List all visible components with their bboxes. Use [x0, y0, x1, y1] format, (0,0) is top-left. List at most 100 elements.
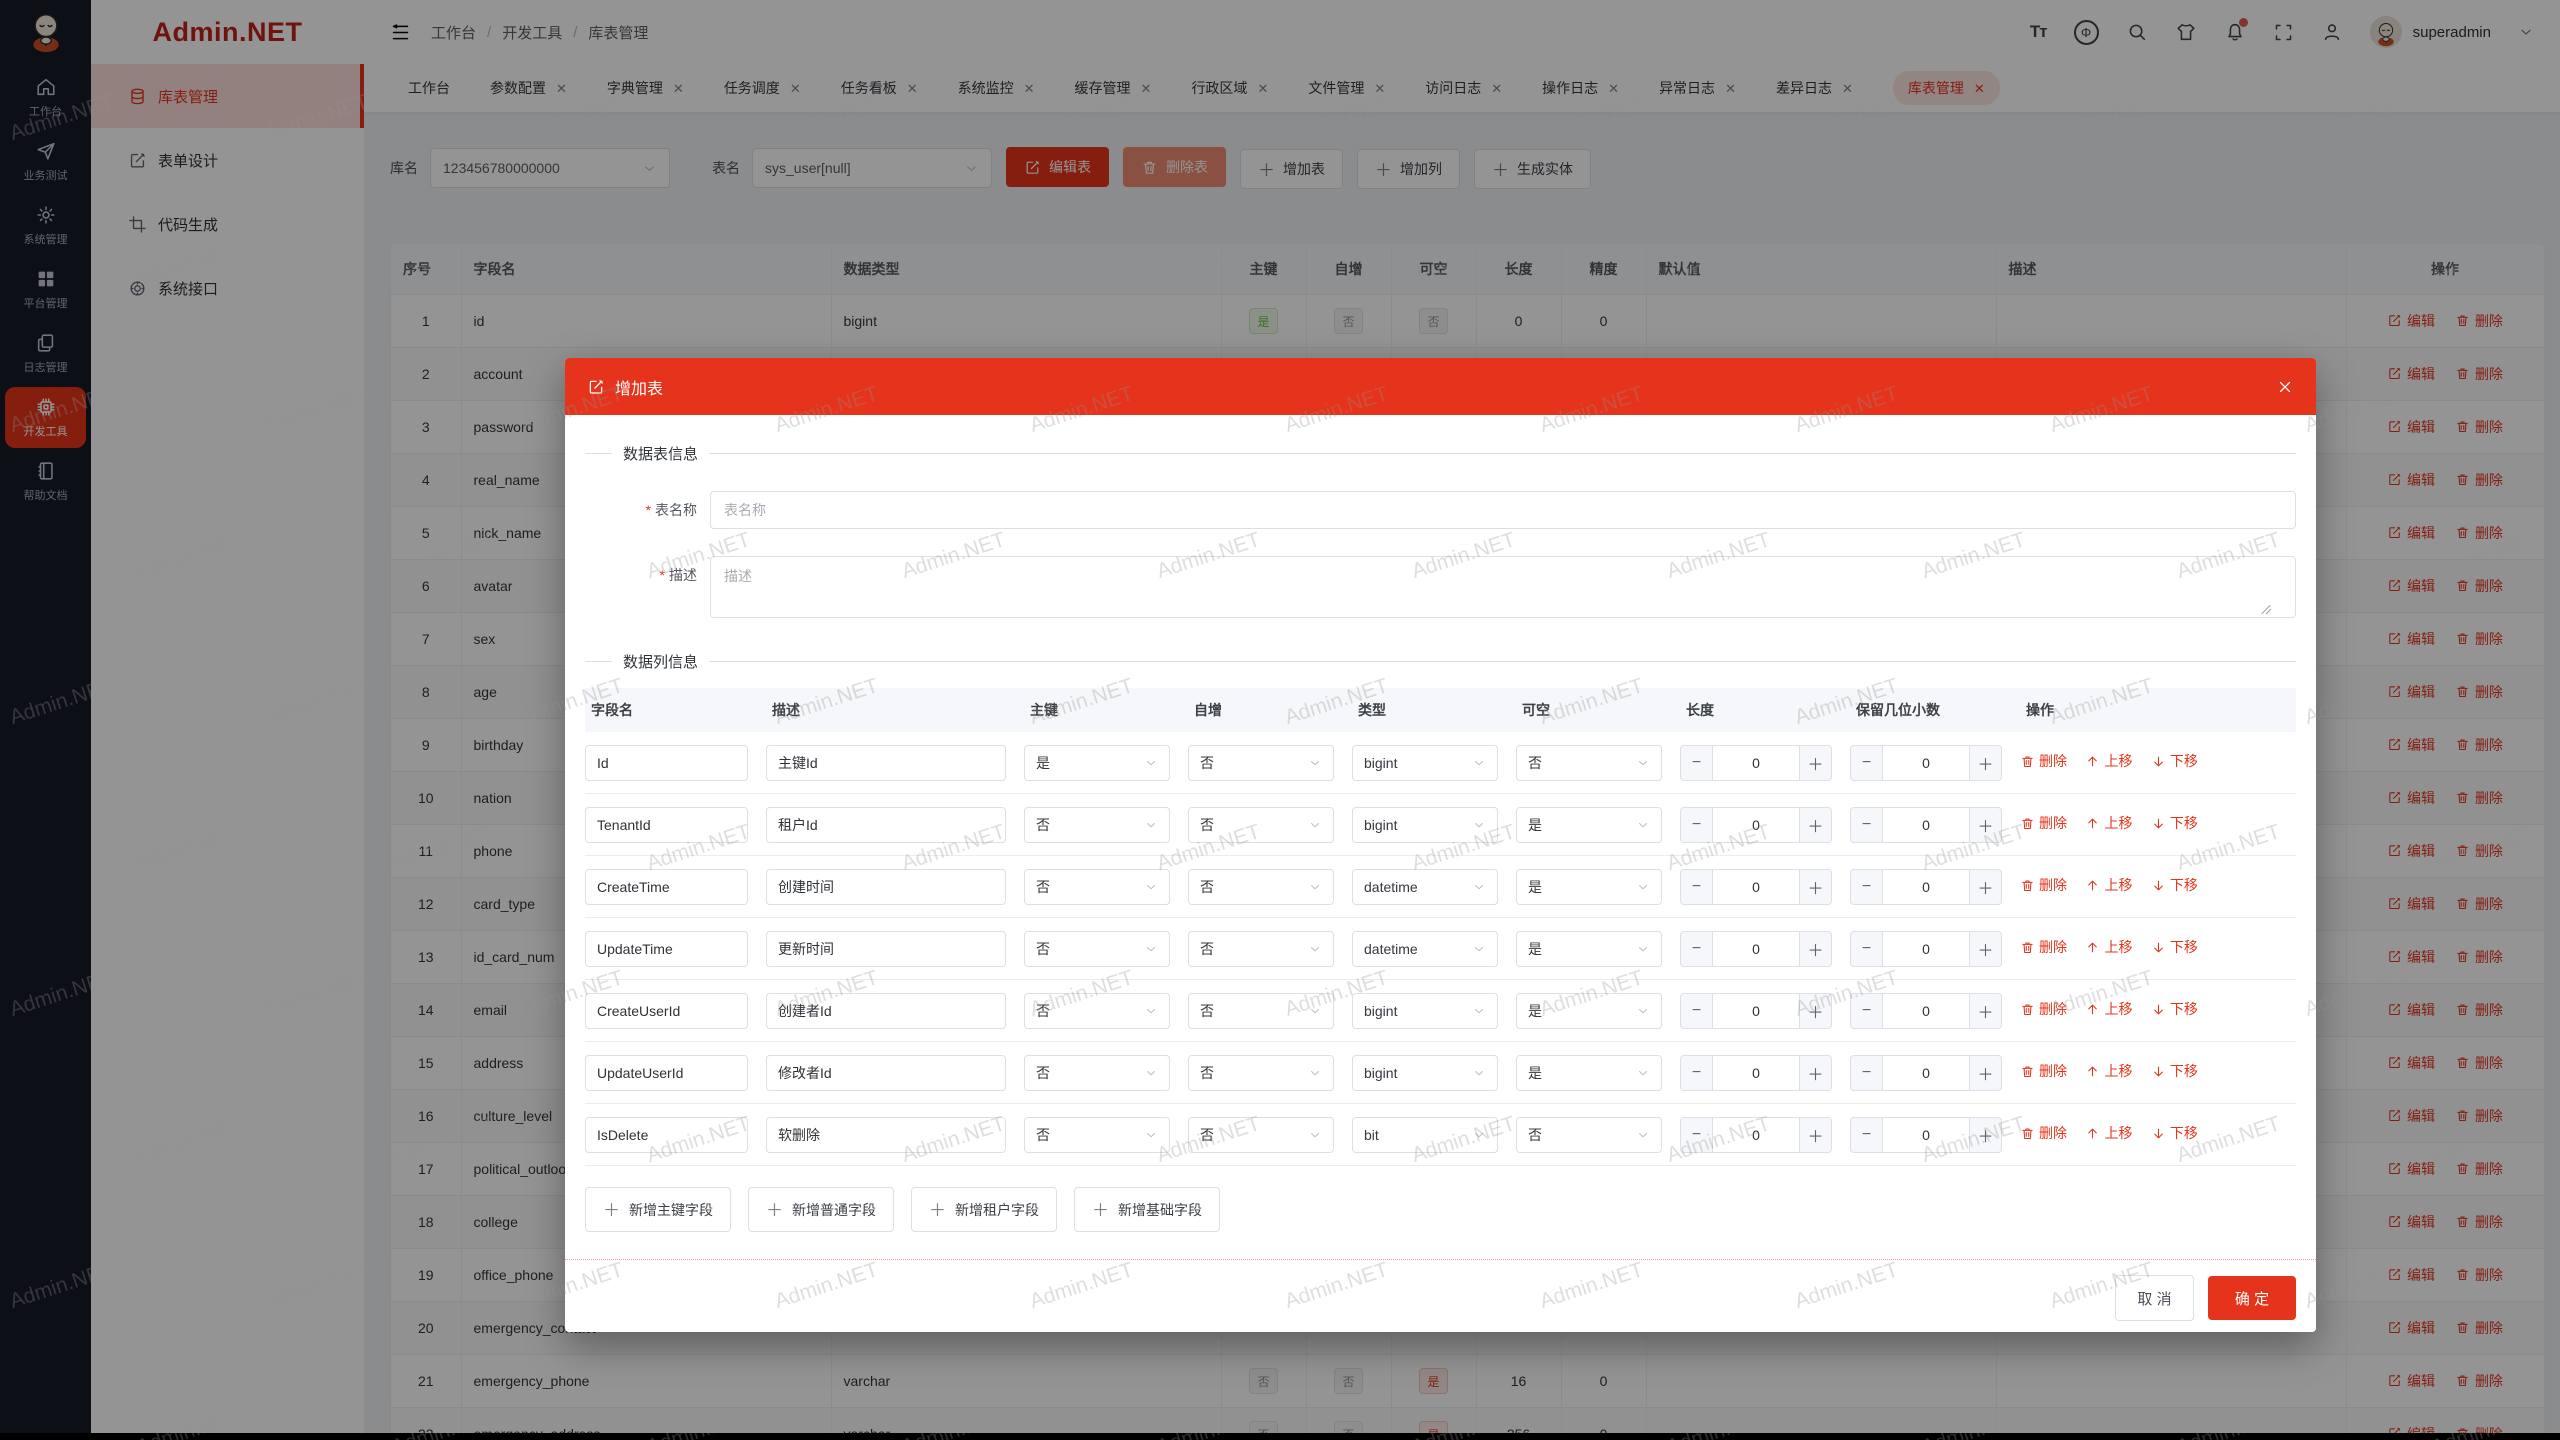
tab-系统监控[interactable]: 系统监控 ✕	[957, 80, 1035, 96]
increase-button[interactable]: ＋	[1807, 756, 1824, 774]
field-name-input[interactable]	[585, 868, 748, 905]
新增普通字段-button[interactable]: ＋新增普通字段	[748, 1187, 894, 1232]
row-select[interactable]: 是	[1516, 1054, 1662, 1091]
edit-row-button[interactable]: 编辑	[2387, 1000, 2435, 1020]
decrease-button[interactable]: −	[1691, 815, 1702, 833]
delete-row-button[interactable]: 删除	[2455, 629, 2503, 649]
move-down-button[interactable]: 下移	[2151, 1061, 2198, 1081]
tab-任务看板[interactable]: 任务看板 ✕	[840, 80, 918, 96]
row-select[interactable]: datetime	[1352, 930, 1498, 967]
decrease-button[interactable]: −	[1691, 1063, 1702, 1081]
delete-row-button[interactable]: 删除	[2455, 682, 2503, 702]
tab-异常日志[interactable]: 异常日志 ✕	[1659, 80, 1736, 96]
delete-row-button[interactable]: 删除	[2455, 735, 2503, 755]
rail-item-4[interactable]: 日志管理	[5, 323, 86, 384]
sidebar-item-1[interactable]: 表单设计	[91, 128, 364, 192]
新增租户字段-button[interactable]: ＋新增租户字段	[911, 1187, 1057, 1232]
move-up-button[interactable]: 上移	[2085, 813, 2132, 833]
delete-row-button[interactable]: 删除	[2455, 1000, 2503, 1020]
tab-访问日志[interactable]: 访问日志 ✕	[1425, 80, 1503, 96]
move-up-button[interactable]: 上移	[2085, 1123, 2132, 1143]
delete-field-button[interactable]: 删除	[2020, 1123, 2067, 1143]
edit-row-button[interactable]: 编辑	[2387, 841, 2435, 861]
row-select[interactable]: 否	[1188, 930, 1334, 967]
field-desc-input[interactable]	[766, 806, 1006, 843]
collapse-menu-icon[interactable]	[390, 22, 411, 43]
edit-row-button[interactable]: 编辑	[2387, 1212, 2435, 1232]
delete-row-button[interactable]: 删除	[2455, 470, 2503, 490]
close-icon[interactable]: ✕	[1491, 80, 1503, 96]
row-select[interactable]: bigint	[1352, 1054, 1498, 1091]
close-icon[interactable]: ✕	[556, 80, 567, 96]
rail-item-1[interactable]: 业务测试	[5, 131, 86, 192]
row-select[interactable]: bigint	[1352, 744, 1498, 781]
increase-button[interactable]: ＋	[1977, 880, 1994, 898]
删除表-button[interactable]: 删除表	[1123, 147, 1226, 187]
delete-row-button[interactable]: 删除	[2455, 523, 2503, 543]
rail-item-5[interactable]: 开发工具	[5, 387, 86, 448]
delete-field-button[interactable]: 删除	[2020, 937, 2067, 957]
field-name-input[interactable]	[585, 992, 748, 1029]
row-select[interactable]: 否	[1188, 1116, 1334, 1153]
db-select[interactable]: 123456780000000	[430, 148, 670, 188]
close-icon[interactable]: ✕	[1257, 80, 1269, 96]
decrease-button[interactable]: −	[1861, 1063, 1872, 1081]
增加表-button[interactable]: ＋增加表	[1240, 149, 1343, 189]
move-down-button[interactable]: 下移	[2151, 875, 2198, 895]
edit-row-button[interactable]: 编辑	[2387, 788, 2435, 808]
move-up-button[interactable]: 上移	[2085, 875, 2132, 895]
row-select[interactable]: 否	[1188, 992, 1334, 1029]
field-desc-input[interactable]	[766, 1116, 1006, 1153]
increase-button[interactable]: ＋	[1977, 818, 1994, 836]
increase-button[interactable]: ＋	[1977, 1004, 1994, 1022]
increase-button[interactable]: ＋	[1977, 1066, 1994, 1084]
rail-item-2[interactable]: 系统管理	[5, 195, 86, 256]
tab-缓存管理[interactable]: 缓存管理 ✕	[1074, 80, 1152, 96]
increase-button[interactable]: ＋	[1807, 1066, 1824, 1084]
decrease-button[interactable]: −	[1691, 939, 1702, 957]
edit-row-button[interactable]: 编辑	[2387, 947, 2435, 967]
edit-row-button[interactable]: 编辑	[2387, 1106, 2435, 1126]
move-down-button[interactable]: 下移	[2151, 937, 2198, 957]
delete-field-button[interactable]: 删除	[2020, 813, 2067, 833]
fullscreen-icon[interactable]	[2273, 22, 2294, 43]
increase-button[interactable]: ＋	[1807, 1128, 1824, 1146]
chevron-down-icon[interactable]	[2518, 24, 2534, 40]
row-select[interactable]: 是	[1516, 992, 1662, 1029]
close-icon[interactable]: ✕	[906, 80, 918, 96]
tab-工作台[interactable]: 工作台	[408, 80, 450, 96]
increase-button[interactable]: ＋	[1977, 756, 1994, 774]
increase-button[interactable]: ＋	[1807, 1004, 1824, 1022]
delete-row-button[interactable]: 删除	[2455, 1053, 2503, 1073]
row-select[interactable]: 否	[1024, 868, 1170, 905]
row-select[interactable]: 是	[1516, 930, 1662, 967]
delete-row-button[interactable]: 删除	[2455, 417, 2503, 437]
person-icon[interactable]	[2321, 21, 2343, 43]
field-name-input[interactable]	[585, 1116, 748, 1153]
field-name-input[interactable]	[585, 744, 748, 781]
increase-button[interactable]: ＋	[1977, 942, 1994, 960]
app-logo-icon[interactable]	[23, 9, 69, 55]
increase-button[interactable]: ＋	[1807, 942, 1824, 960]
row-select[interactable]: 否	[1024, 1054, 1170, 1091]
edit-row-button[interactable]: 编辑	[2387, 629, 2435, 649]
decrease-button[interactable]: −	[1861, 1125, 1872, 1143]
增加列-button[interactable]: ＋增加列	[1357, 149, 1460, 189]
新增主键字段-button[interactable]: ＋新增主键字段	[585, 1187, 731, 1232]
increase-button[interactable]: ＋	[1977, 1128, 1994, 1146]
row-select[interactable]: bit	[1352, 1116, 1498, 1153]
row-select[interactable]: 否	[1188, 744, 1334, 781]
move-down-button[interactable]: 下移	[2151, 999, 2198, 1019]
生成实体-button[interactable]: ＋生成实体	[1474, 149, 1591, 189]
row-select[interactable]: 否	[1188, 868, 1334, 905]
edit-row-button[interactable]: 编辑	[2387, 682, 2435, 702]
delete-row-button[interactable]: 删除	[2455, 841, 2503, 861]
delete-row-button[interactable]: 删除	[2455, 947, 2503, 967]
delete-row-button[interactable]: 删除	[2455, 1159, 2503, 1179]
decrease-button[interactable]: −	[1861, 939, 1872, 957]
move-up-button[interactable]: 上移	[2085, 937, 2132, 957]
close-icon[interactable]	[2276, 378, 2294, 396]
row-select[interactable]: 是	[1516, 868, 1662, 905]
increase-button[interactable]: ＋	[1807, 818, 1824, 836]
move-down-button[interactable]: 下移	[2151, 813, 2198, 833]
